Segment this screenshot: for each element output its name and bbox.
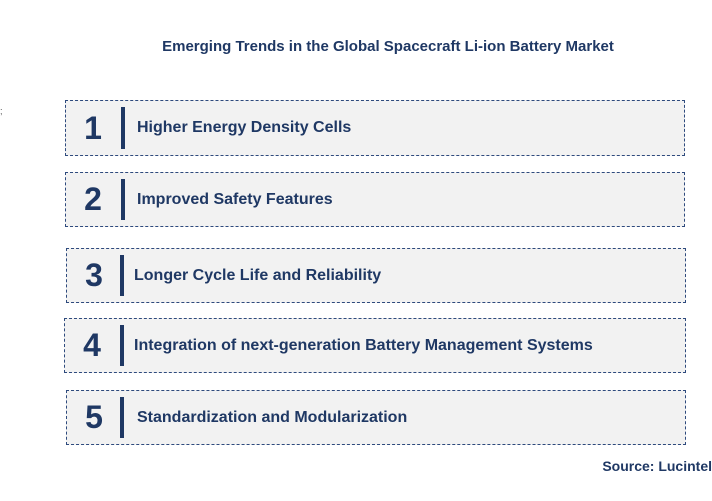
trend-number: 3 — [85, 257, 103, 293]
trend-box-4: 4 Integration of next-generation Battery… — [64, 318, 686, 373]
trend-label: Standardization and Modularization — [137, 408, 408, 426]
trend-box-3: 3 Longer Cycle Life and Reliability — [66, 248, 686, 303]
trend-number: 4 — [83, 327, 101, 363]
stray-mark: ; — [0, 106, 3, 116]
trend-label: Improved Safety Features — [137, 190, 333, 208]
source-credit: Source: Lucintel — [602, 458, 712, 474]
trend-divider — [120, 397, 124, 438]
trend-divider — [121, 107, 125, 149]
trend-box-5: 5 Standardization and Modularization — [66, 390, 686, 445]
trend-label: Longer Cycle Life and Reliability — [134, 266, 382, 284]
trend-label: Higher Energy Density Cells — [137, 119, 352, 136]
trend-number: 1 — [84, 109, 102, 146]
trend-number: 2 — [84, 181, 102, 217]
trend-label: Integration of next-generation Battery M… — [134, 336, 593, 354]
trend-number: 5 — [85, 399, 103, 435]
trend-divider — [121, 179, 125, 220]
diagram-title: Emerging Trends in the Global Spacecraft… — [162, 38, 614, 55]
trend-box-1: 1 Higher Energy Density Cells — [65, 100, 685, 156]
trend-divider — [120, 255, 124, 296]
trend-divider — [120, 325, 124, 366]
trend-box-2: 2 Improved Safety Features — [65, 172, 685, 227]
